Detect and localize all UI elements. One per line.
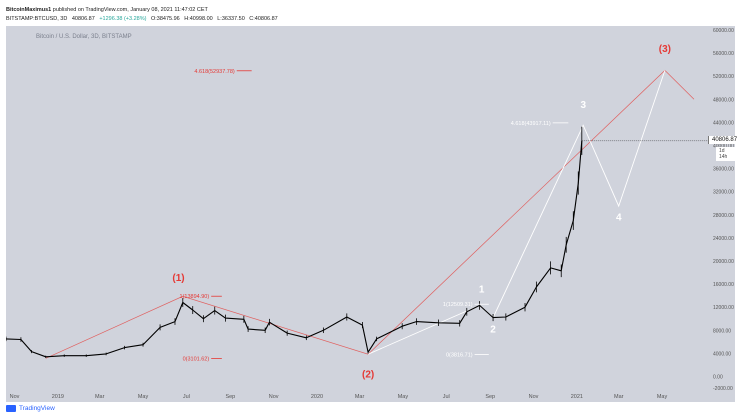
fib-level-label: 4.618(43917.11) bbox=[511, 121, 551, 127]
price-chart[interactable]: Bitcoin / U.S. Dollar, 3D, BITSTAMP -2000… bbox=[6, 26, 735, 402]
fib-level-label: 1(13894.90) bbox=[180, 294, 210, 300]
bar-countdown-tag: 1d 14h bbox=[716, 146, 735, 161]
x-tick-label: 2019 bbox=[52, 394, 64, 400]
x-tick-label: Nov bbox=[10, 394, 20, 400]
y-tick-label: 24000.00 bbox=[713, 236, 734, 242]
chart-title: Bitcoin / U.S. Dollar, 3D, BITSTAMP bbox=[36, 34, 132, 40]
low-value: L:36337.50 bbox=[217, 16, 245, 22]
published-text: published on TradingView.com, January 08… bbox=[52, 7, 208, 13]
last-price: 40806.87 bbox=[71, 16, 95, 22]
y-tick-label: 28000.00 bbox=[713, 213, 734, 219]
x-tick-label: 2020 bbox=[311, 394, 323, 400]
y-tick-label: 16000.00 bbox=[713, 282, 734, 288]
chart-area[interactable]: Bitcoin / U.S. Dollar, 3D, BITSTAMP -2000… bbox=[6, 26, 741, 402]
current-price-tag: 40806.87 bbox=[708, 135, 741, 144]
footer-brand: TradingView bbox=[19, 405, 55, 412]
y-tick-label: 48000.00 bbox=[713, 97, 734, 103]
x-tick-label: Nov bbox=[529, 394, 539, 400]
y-tick-label: 0.00 bbox=[713, 374, 723, 380]
price-change: +1296.38 (+3.28%) bbox=[99, 16, 147, 22]
chart-header: BitcoinMaximus1 published on TradingView… bbox=[6, 6, 281, 23]
wave-label: 3 bbox=[580, 100, 586, 111]
x-tick-label: Mar bbox=[95, 394, 105, 400]
red-wave-path bbox=[45, 69, 695, 359]
x-tick-label: 2021 bbox=[571, 394, 583, 400]
publish-line: BitcoinMaximus1 published on TradingView… bbox=[6, 6, 281, 14]
y-tick-label: 44000.00 bbox=[713, 120, 734, 126]
y-tick-label: 20000.00 bbox=[713, 259, 734, 265]
fib-level-label: 0(3101.62) bbox=[183, 357, 210, 363]
y-tick-label: 52000.00 bbox=[713, 74, 734, 80]
open-value: O:38475.96 bbox=[150, 16, 180, 22]
symbol-label: BITSTAMP:BTCUSD, 3D bbox=[6, 16, 68, 22]
y-tick-label: 36000.00 bbox=[713, 167, 734, 173]
y-tick-label: 60000.00 bbox=[713, 28, 734, 34]
wave-label: 1 bbox=[479, 285, 485, 296]
fib-level-label: 4.618(52937.78) bbox=[194, 69, 235, 75]
wave-label: (1) bbox=[172, 273, 184, 284]
author-name: BitcoinMaximus1 bbox=[6, 7, 52, 13]
fib-level-label: 1(12509.31) bbox=[443, 302, 473, 308]
x-tick-label: Jul bbox=[183, 394, 190, 400]
tradingview-logo-icon bbox=[6, 405, 16, 412]
y-tick-label: 32000.00 bbox=[713, 190, 734, 196]
wave-label: 4 bbox=[616, 213, 622, 224]
y-tick-label: 12000.00 bbox=[713, 305, 734, 311]
y-tick-label: 40000.00 bbox=[713, 143, 734, 149]
close-value: C:40806.87 bbox=[249, 16, 278, 22]
fib-level-label: 0(3816.71) bbox=[446, 352, 473, 358]
wave-label: (2) bbox=[362, 370, 374, 381]
x-tick-label: Sep bbox=[485, 394, 495, 400]
footer: TradingView bbox=[6, 405, 55, 412]
y-tick-label: 8000.00 bbox=[713, 328, 731, 334]
symbol-line: BITSTAMP:BTCUSD, 3D 40806.87 +1296.38 (+… bbox=[6, 15, 281, 23]
x-tick-label: May bbox=[138, 394, 149, 400]
wave-label: (3) bbox=[659, 44, 671, 55]
x-tick-label: Mar bbox=[614, 394, 624, 400]
wave-label: 2 bbox=[490, 325, 496, 336]
x-tick-label: Nov bbox=[269, 394, 279, 400]
x-tick-label: Jul bbox=[443, 394, 450, 400]
x-tick-label: Sep bbox=[225, 394, 235, 400]
white-wave-path bbox=[367, 70, 666, 355]
x-tick-label: May bbox=[657, 394, 668, 400]
x-tick-label: May bbox=[398, 394, 409, 400]
y-tick-label: -2000.00 bbox=[713, 386, 733, 392]
y-tick-label: 4000.00 bbox=[713, 351, 731, 357]
high-value: H:40998.00 bbox=[184, 16, 213, 22]
x-tick-label: Mar bbox=[355, 394, 365, 400]
y-tick-label: 56000.00 bbox=[713, 51, 734, 57]
